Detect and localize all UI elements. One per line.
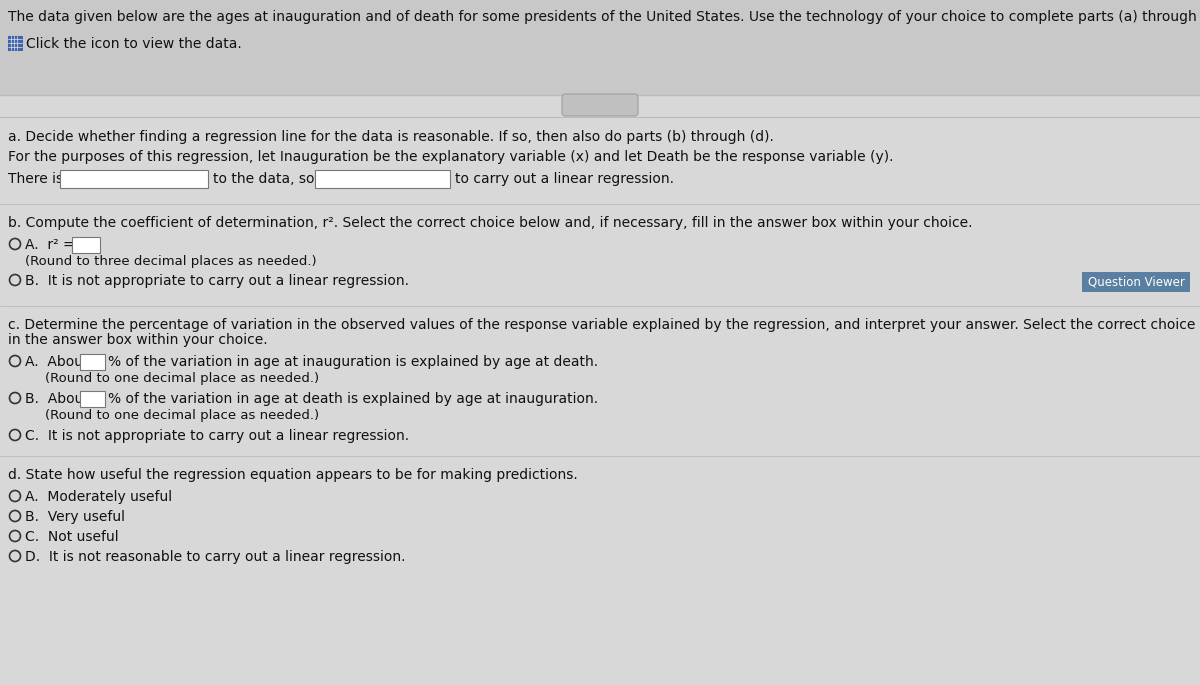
Text: C.  Not useful: C. Not useful [25, 530, 119, 544]
Text: • • •: • • • [588, 98, 612, 108]
Text: B.  About: B. About [25, 392, 89, 406]
Text: (Round to three decimal places as needed.): (Round to three decimal places as needed… [25, 255, 317, 268]
Bar [314, 170, 450, 188]
Bar [60, 170, 208, 188]
Text: Click the icon to view the data.: Click the icon to view the data. [26, 37, 241, 51]
Text: C.  It is not appropriate to carry out a linear regression.: C. It is not appropriate to carry out a … [25, 429, 409, 443]
Text: in the answer box within your choice.: in the answer box within your choice. [8, 333, 268, 347]
Text: For the purposes of this regression, let Inauguration be the explanatory variabl: For the purposes of this regression, let… [8, 150, 894, 164]
Text: % of the variation in age at death is explained by age at inauguration.: % of the variation in age at death is ex… [108, 392, 598, 406]
Text: (Round to one decimal place as needed.): (Round to one decimal place as needed.) [46, 372, 319, 385]
Text: b. Compute the coefficient of determination, r². Select the correct choice below: b. Compute the coefficient of determinat… [8, 216, 972, 230]
Bar [80, 354, 106, 370]
Text: c. Determine the percentage of variation in the observed values of the response : c. Determine the percentage of variation… [8, 318, 1200, 332]
Text: % of the variation in age at inauguration is explained by age at death.: % of the variation in age at inauguratio… [108, 355, 598, 369]
Bar [0, 95, 1200, 685]
Text: a. Decide whether finding a regression line for the data is reasonable. If so, t: a. Decide whether finding a regression l… [8, 130, 774, 144]
Bar [1082, 272, 1190, 292]
Text: There is: There is [8, 172, 64, 186]
Text: ▼: ▼ [192, 174, 199, 184]
Text: A.  About: A. About [25, 355, 89, 369]
Text: (Round to one decimal place as needed.): (Round to one decimal place as needed.) [46, 409, 319, 422]
Text: to the data, so it is: to the data, so it is [214, 172, 343, 186]
Text: A.  Moderately useful: A. Moderately useful [25, 490, 172, 504]
Text: Question Viewer: Question Viewer [1087, 275, 1184, 288]
Text: to carry out a linear regression.: to carry out a linear regression. [455, 172, 674, 186]
Bar [0, 0, 1200, 95]
Text: ▼: ▼ [434, 174, 442, 184]
Text: B.  It is not appropriate to carry out a linear regression.: B. It is not appropriate to carry out a … [25, 274, 409, 288]
Text: A.  r² =: A. r² = [25, 238, 74, 252]
Bar [80, 391, 106, 407]
Text: D.  It is not reasonable to carry out a linear regression.: D. It is not reasonable to carry out a l… [25, 550, 406, 564]
Text: d. State how useful the regression equation appears to be for making predictions: d. State how useful the regression equat… [8, 468, 577, 482]
Bar [8, 36, 22, 50]
FancyBboxPatch shape [562, 94, 638, 116]
Text: The data given below are the ages at inauguration and of death for some presiden: The data given below are the ages at ina… [8, 10, 1200, 24]
Bar [72, 237, 100, 253]
Text: B.  Very useful: B. Very useful [25, 510, 125, 524]
